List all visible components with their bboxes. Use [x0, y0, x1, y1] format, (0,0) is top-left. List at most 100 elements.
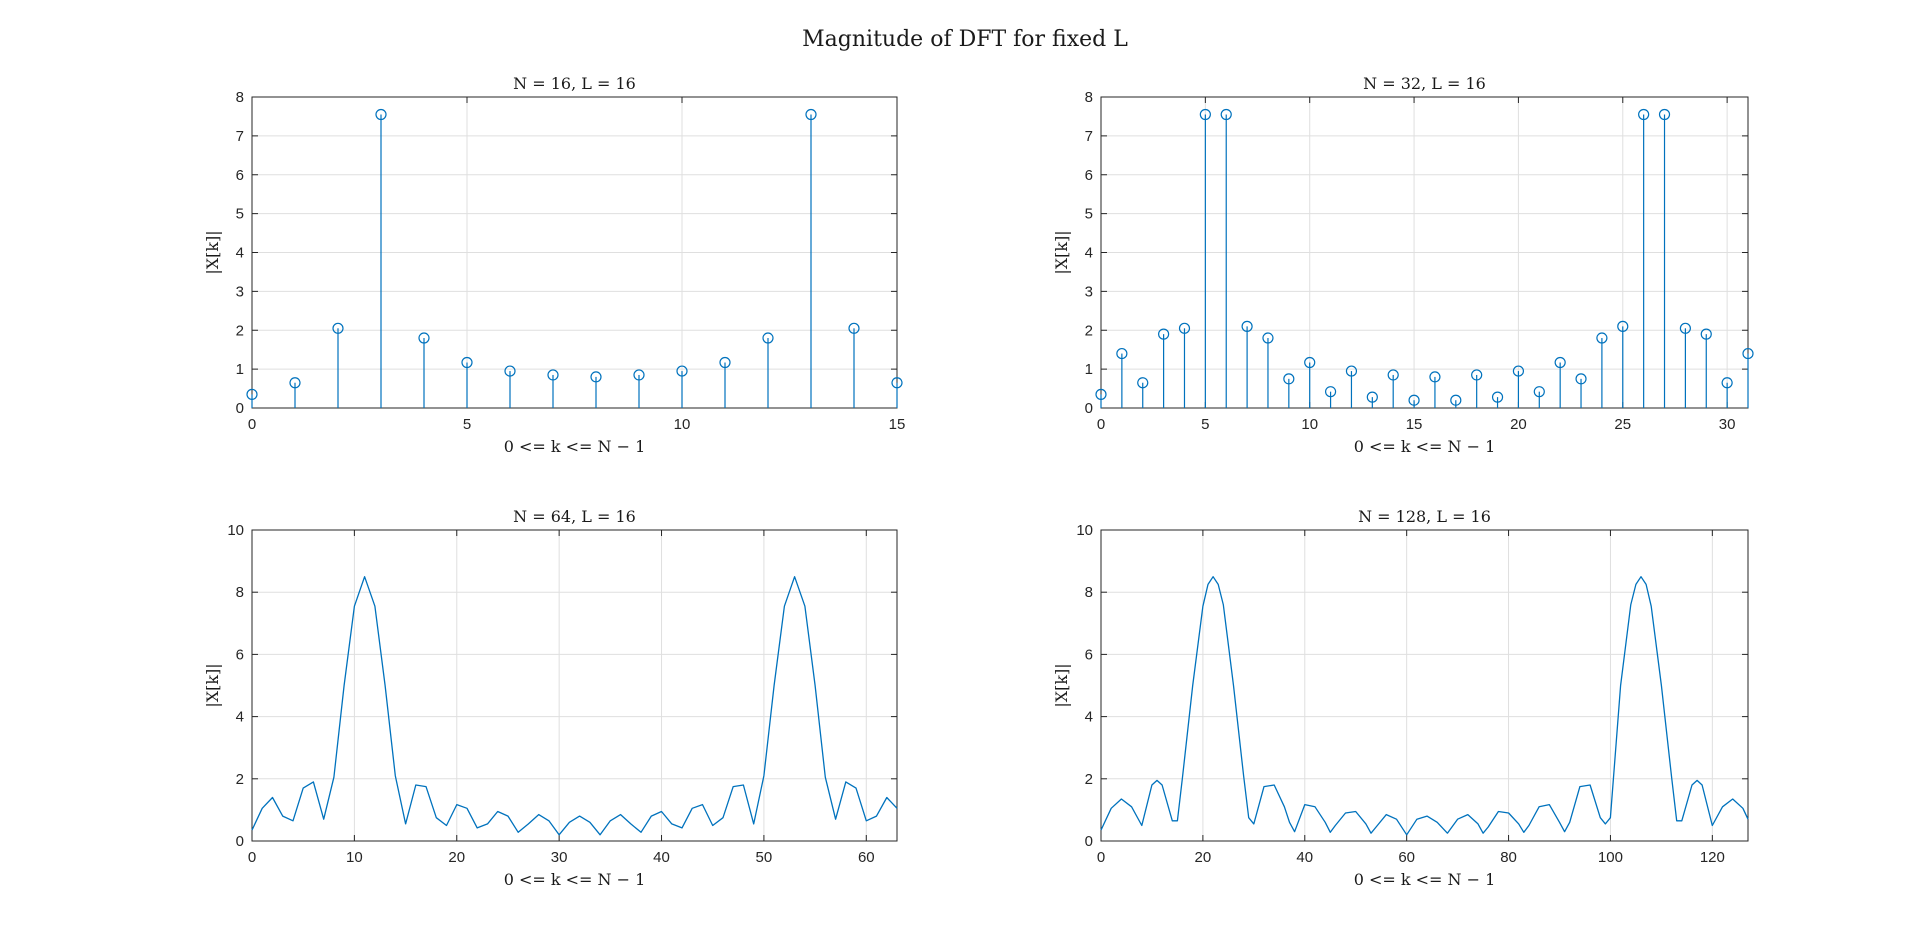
y-tick-label: 0 — [1085, 833, 1093, 850]
stem-marker — [1658, 108, 1671, 121]
y-tick-label: 2 — [1085, 322, 1093, 339]
subplot-title: N = 16, L = 16 — [513, 74, 636, 93]
stem-marker — [1345, 365, 1358, 377]
y-tick-label: 6 — [1085, 646, 1093, 663]
stem-marker — [633, 369, 645, 381]
y-axis-label: |X[k]| — [203, 663, 222, 707]
stem-marker — [1617, 320, 1629, 332]
y-tick-label: 6 — [1085, 167, 1093, 184]
x-tick-label: 20 — [448, 849, 465, 866]
stem-marker — [1304, 356, 1316, 369]
y-tick-label: 2 — [1085, 771, 1093, 788]
stem-marker — [332, 322, 344, 334]
stem-marker — [805, 108, 817, 121]
series-line — [1100, 576, 1749, 836]
y-axis-label: |X[k]| — [203, 230, 222, 274]
y-tick-label: 5 — [236, 206, 244, 223]
stem-marker — [891, 377, 903, 389]
stem-marker — [246, 388, 258, 400]
stem-marker — [1199, 108, 1211, 121]
stem-marker — [1533, 386, 1545, 398]
y-axis-label: |X[k]| — [1052, 663, 1071, 707]
stem-marker — [1554, 356, 1566, 369]
stem-marker — [1220, 108, 1232, 121]
plot-area — [1100, 529, 1749, 842]
y-tick-label: 5 — [1085, 206, 1093, 223]
x-axis-label: 0 <= k <= N − 1 — [1354, 870, 1496, 889]
stem-marker — [1366, 391, 1378, 403]
y-tick-label: 3 — [1085, 283, 1093, 300]
stem-marker — [1262, 332, 1274, 344]
y-tick-label: 1 — [236, 361, 244, 378]
x-tick-label: 5 — [1201, 416, 1209, 433]
x-axis-label: 0 <= k <= N − 1 — [504, 437, 646, 456]
y-tick-label: 10 — [1076, 522, 1093, 539]
subplot-title: N = 32, L = 16 — [1363, 74, 1486, 93]
y-tick-label: 8 — [1085, 89, 1093, 106]
stem-marker — [1137, 377, 1149, 389]
y-tick-label: 2 — [236, 322, 244, 339]
stem-marker — [1491, 391, 1504, 403]
x-tick-label: 60 — [1398, 849, 1415, 866]
x-tick-label: 120 — [1700, 849, 1725, 866]
y-tick-label: 2 — [236, 771, 244, 788]
x-tick-label: 20 — [1510, 416, 1527, 433]
stem-marker — [1596, 332, 1608, 344]
stem-marker — [590, 371, 602, 383]
subplot-4: 0 20 40 60 80 100 120 0 2 4 6 8 10 N = 128, L = 16 0 <… — [1052, 507, 1749, 889]
x-tick-label: 10 — [1301, 416, 1318, 433]
stem-marker — [1158, 328, 1170, 340]
stem-marker — [762, 332, 774, 344]
x-tick-label: 25 — [1614, 416, 1631, 433]
x-tick-label: 20 — [1195, 849, 1212, 866]
x-tick-label: 100 — [1598, 849, 1623, 866]
stem-marker — [1241, 320, 1253, 332]
y-tick-label: 0 — [236, 833, 244, 850]
subplot-1: 0 5 10 15 0 1 2 3 4 5 6 7 8 N = 16, L = 16 0 <= k <= N… — [203, 74, 905, 456]
x-tick-label: 30 — [551, 849, 568, 866]
x-tick-label: 30 — [1719, 416, 1736, 433]
y-tick-label: 7 — [236, 128, 244, 145]
stem-marker — [1471, 369, 1483, 381]
x-tick-label: 15 — [1406, 416, 1423, 433]
y-tick-label: 7 — [1085, 128, 1093, 145]
stem-marker — [1324, 386, 1337, 398]
stem-marker — [1408, 394, 1420, 406]
y-tick-label: 0 — [236, 400, 244, 417]
y-tick-label: 8 — [236, 584, 244, 601]
y-tick-label: 6 — [236, 167, 244, 184]
series-line — [251, 576, 898, 836]
stem-marker — [504, 365, 516, 377]
stem-marker — [1638, 108, 1650, 121]
x-axis-label: 0 <= k <= N − 1 — [504, 870, 646, 889]
y-tick-label: 3 — [236, 283, 244, 300]
y-tick-label: 10 — [227, 522, 244, 539]
x-tick-label: 0 — [1097, 416, 1105, 433]
y-axis-label: |X[k]| — [1052, 230, 1071, 274]
stem-marker — [1095, 388, 1107, 400]
y-tick-label: 4 — [236, 709, 244, 726]
stem-marker — [1178, 322, 1191, 334]
x-tick-label: 80 — [1500, 849, 1517, 866]
x-tick-label: 50 — [756, 849, 773, 866]
y-tick-label: 1 — [1085, 361, 1093, 378]
stem-marker — [461, 356, 473, 369]
y-tick-label: 4 — [1085, 245, 1093, 262]
x-tick-label: 0 — [248, 416, 256, 433]
y-tick-label: 8 — [236, 89, 244, 106]
stem-marker — [375, 108, 387, 121]
x-tick-label: 40 — [653, 849, 670, 866]
figure-title: Magnitude of DFT for fixed L — [802, 27, 1128, 52]
plot-area — [251, 529, 898, 842]
x-tick-label: 10 — [346, 849, 363, 866]
x-axis-label: 0 <= k <= N − 1 — [1354, 437, 1496, 456]
subplot-2: 0 5 10 15 20 25 30 0 1 2 3 4 5 6 7 8 N = 32, L = 16 0 <= … — [1052, 74, 1754, 456]
x-tick-label: 0 — [248, 849, 256, 866]
y-tick-label: 4 — [236, 245, 244, 262]
stem-marker — [1116, 347, 1128, 360]
stem-marker — [1283, 373, 1295, 385]
y-tick-label: 8 — [1085, 584, 1093, 601]
y-tick-label: 0 — [1085, 400, 1093, 417]
